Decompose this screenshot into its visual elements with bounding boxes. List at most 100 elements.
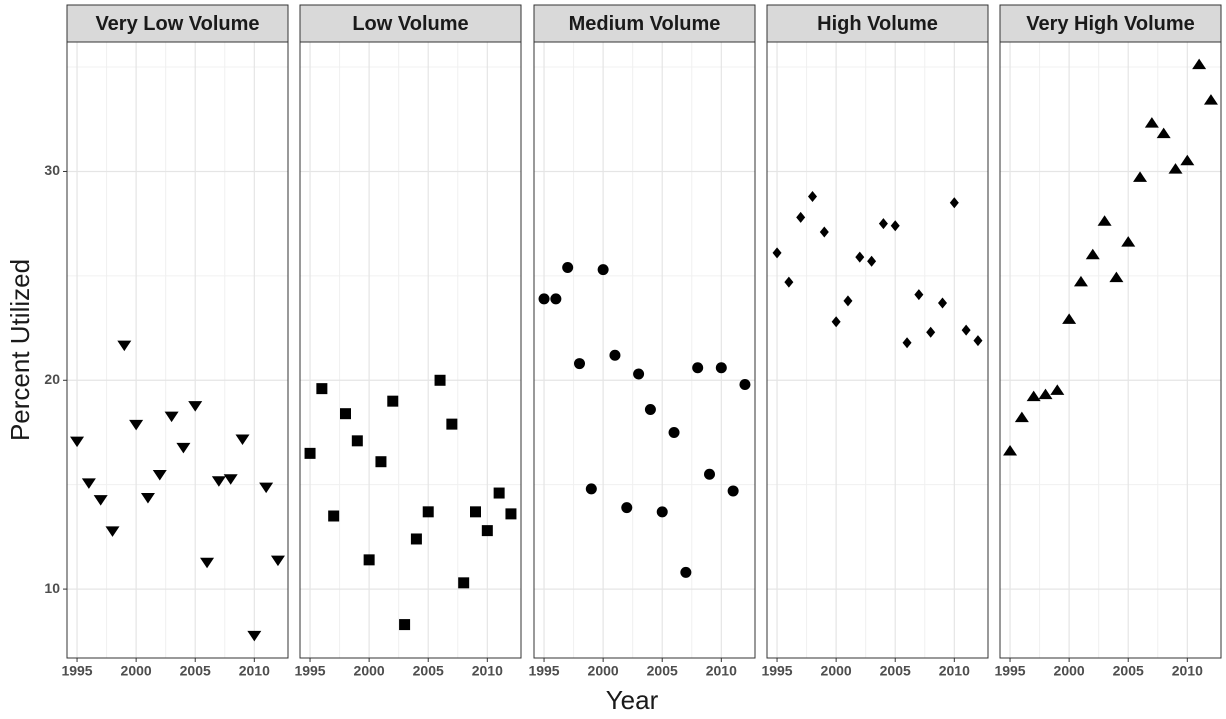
point <box>235 434 250 446</box>
panel-border <box>999 41 1222 659</box>
point <box>621 502 633 514</box>
x-tick-label: 1995 <box>761 663 792 679</box>
point <box>973 335 983 347</box>
facet-title: Very Low Volume <box>95 13 259 35</box>
panel-border <box>766 41 989 659</box>
point <box>574 358 585 370</box>
point <box>961 324 971 336</box>
strip <box>766 4 989 43</box>
point <box>727 485 739 497</box>
point <box>1073 275 1088 287</box>
y-tick-label: 10 <box>44 580 60 596</box>
x-tick-label: 1995 <box>294 663 325 679</box>
point <box>117 340 132 352</box>
point <box>538 293 550 305</box>
x-tick-label: 2000 <box>1054 663 1085 679</box>
point <box>796 211 806 223</box>
point <box>200 557 215 569</box>
point <box>304 447 316 459</box>
point <box>831 316 841 328</box>
point <box>739 378 751 390</box>
x-tick-label: 2010 <box>239 663 270 679</box>
point <box>259 482 274 494</box>
point <box>351 435 363 447</box>
x-tick-label: 2000 <box>588 663 619 679</box>
point <box>176 442 191 454</box>
point <box>1203 94 1218 105</box>
point <box>597 264 609 276</box>
point <box>585 483 597 495</box>
point <box>387 395 399 407</box>
point <box>1144 117 1159 128</box>
point <box>188 401 203 412</box>
point <box>164 411 179 423</box>
point <box>1121 236 1136 247</box>
point <box>481 525 493 537</box>
x-tick-label: 1995 <box>994 663 1025 679</box>
strip <box>66 4 289 43</box>
point <box>93 495 108 506</box>
point <box>772 247 782 259</box>
point <box>247 630 262 642</box>
point <box>458 577 470 589</box>
x-tick-label: 2000 <box>121 663 152 679</box>
point <box>105 526 120 537</box>
point <box>129 419 144 431</box>
point <box>1062 313 1077 324</box>
point <box>656 506 668 518</box>
point <box>410 533 422 545</box>
point <box>270 555 285 567</box>
point <box>328 510 340 522</box>
strip <box>533 4 756 43</box>
point <box>550 293 562 305</box>
point <box>855 251 865 263</box>
y-tick-label: 30 <box>44 162 60 178</box>
point <box>1050 384 1065 395</box>
x-tick-label: 2010 <box>472 663 503 679</box>
point <box>715 362 727 374</box>
point <box>867 255 877 267</box>
point <box>422 506 434 518</box>
x-tick-label: 2005 <box>880 663 911 679</box>
point <box>434 374 446 386</box>
panel-border <box>66 41 289 659</box>
point <box>1026 390 1041 402</box>
point <box>680 566 692 578</box>
x-tick-label: 2000 <box>821 663 852 679</box>
point <box>493 487 505 499</box>
point <box>81 478 96 489</box>
point <box>223 474 238 485</box>
point <box>375 456 387 468</box>
x-tick-label: 2000 <box>354 663 385 679</box>
point <box>633 368 645 380</box>
point <box>140 493 155 504</box>
point <box>1168 163 1183 174</box>
strip <box>999 4 1222 43</box>
point <box>890 220 900 232</box>
point <box>1156 127 1171 139</box>
point <box>470 506 481 518</box>
x-tick-label: 2010 <box>939 663 970 679</box>
strip <box>299 4 522 43</box>
point <box>692 362 704 374</box>
point <box>1192 58 1207 70</box>
point <box>1085 248 1100 260</box>
point <box>938 297 947 309</box>
x-tick-label: 1995 <box>528 663 559 679</box>
y-axis-title: Percent Utilized <box>5 259 35 441</box>
panel-border <box>299 41 522 659</box>
point <box>152 470 167 481</box>
point <box>902 337 912 349</box>
point <box>819 226 829 238</box>
point <box>316 383 328 395</box>
point <box>1003 444 1018 456</box>
point <box>505 508 517 520</box>
point <box>1109 271 1124 283</box>
y-tick-label: 20 <box>44 371 60 387</box>
x-tick-label: 2005 <box>413 663 444 679</box>
point <box>1180 154 1195 166</box>
x-tick-label: 2005 <box>180 663 211 679</box>
point <box>949 197 959 209</box>
x-tick-label: 2005 <box>647 663 678 679</box>
